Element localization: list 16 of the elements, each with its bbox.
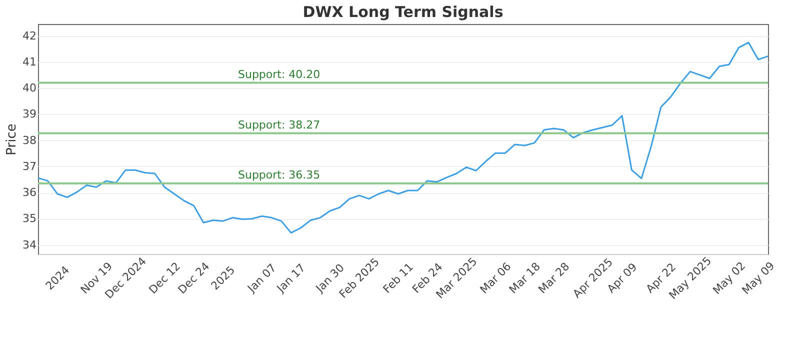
chart-title: DWX Long Term Signals xyxy=(302,3,504,21)
y-axis-title: Price xyxy=(4,124,20,156)
line-series xyxy=(37,42,769,234)
y-tick-label: 36 xyxy=(22,186,36,200)
ref-line-label: Support: 36.35 xyxy=(238,168,320,182)
y-tick-label: 38 xyxy=(22,134,36,147)
x-tick-label: Jan 17 xyxy=(274,261,308,296)
y-tick-label: 40 xyxy=(22,82,36,95)
ref-line-label: Support: 40.20 xyxy=(238,68,320,81)
ref-line-label: Support: 38.27 xyxy=(238,118,320,132)
y-tick-label: 42 xyxy=(22,29,36,42)
y-tick-label: 41 xyxy=(22,55,36,68)
y-tick-label: 34 xyxy=(22,238,36,252)
y-tick-label: 39 xyxy=(22,108,36,121)
y-tick-label: 35 xyxy=(22,212,36,226)
y-tick-label: 37 xyxy=(22,160,36,173)
